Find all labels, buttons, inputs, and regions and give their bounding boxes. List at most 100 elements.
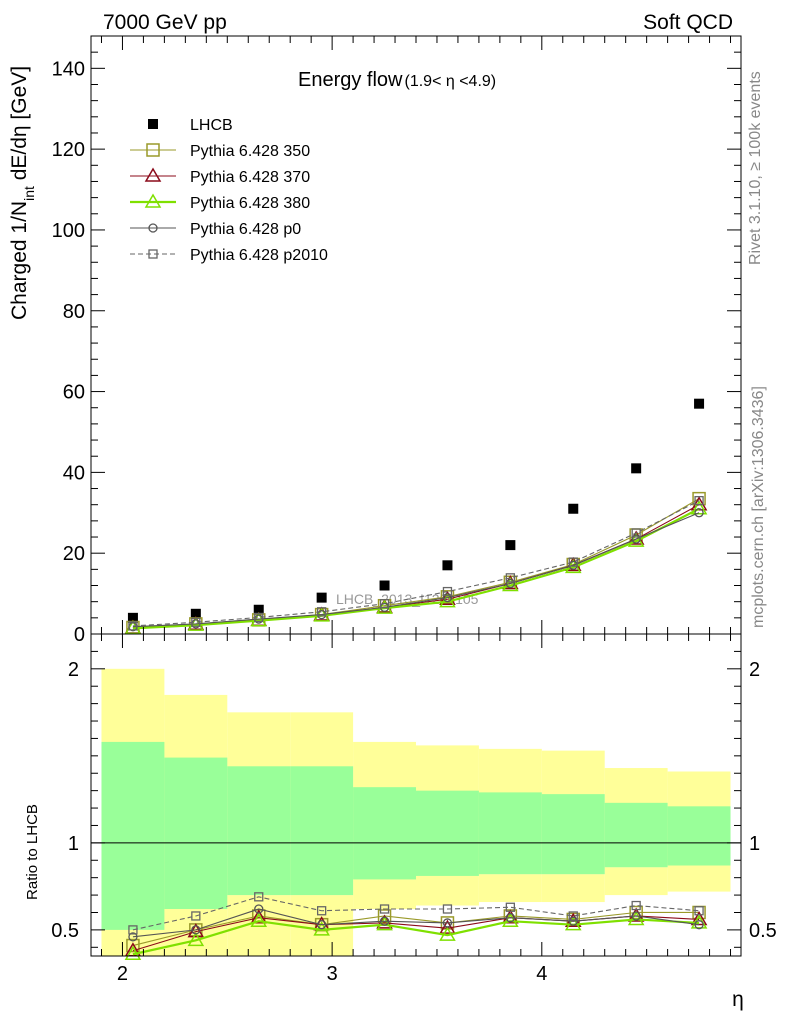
data-point-5-2 — [254, 612, 264, 623]
series-line-1 — [132, 498, 700, 629]
data-point-4-8 — [631, 534, 641, 544]
band-yellow-lower-7 — [541, 874, 605, 903]
ratio-point-1-2 — [250, 909, 268, 924]
ratio-point-4-9 — [694, 906, 704, 916]
ratio-y-tick-label: 0.5 — [51, 920, 79, 942]
x-tick-label: 4 — [536, 963, 547, 985]
ratio-point-4-3 — [316, 906, 327, 916]
data-point-3-9 — [690, 500, 708, 515]
data-point-4-9 — [694, 508, 704, 518]
ratio-point-3-1 — [191, 925, 201, 935]
legend-marker-0 — [148, 119, 158, 129]
y-tick-label: 140 — [52, 58, 85, 80]
ratio-point-4-6 — [505, 902, 516, 912]
ratio-point-1-5 — [439, 919, 456, 934]
series-line-3 — [132, 507, 700, 630]
data-point-0-8 — [631, 463, 642, 474]
legend-marker-4 — [148, 223, 158, 233]
ratio-point-3-3 — [316, 920, 327, 930]
series-line-5 — [132, 500, 700, 627]
x-tick-label: 3 — [327, 963, 338, 985]
ratio-y-tick-label: 2 — [68, 659, 79, 681]
data-point-5-7 — [568, 557, 578, 567]
ratio-point-3-7 — [568, 916, 578, 926]
ratio-point-4-5 — [442, 904, 453, 914]
ratio-y-label: Ratio to LHCB — [24, 804, 41, 900]
y-tick-label: 60 — [63, 382, 85, 404]
ratio-point-2-2 — [250, 912, 268, 927]
band-green-2 — [227, 766, 291, 896]
header-right: Soft QCD — [643, 11, 733, 34]
ratio-point-2-3 — [313, 921, 330, 936]
data-point-0-7 — [568, 503, 579, 514]
ratio-point-4-2 — [254, 892, 264, 902]
band-yellow-lower-8 — [604, 867, 668, 896]
band-green-7 — [541, 794, 605, 875]
band-green-1 — [164, 757, 228, 910]
band-green-0 — [101, 741, 165, 930]
legend-label-0: LHCB — [190, 117, 233, 134]
ratio-y-tick-label-right: 2 — [749, 659, 760, 681]
ratio-point-4-7 — [568, 911, 578, 921]
ratio-y-tick-label-right: 0.5 — [749, 920, 777, 942]
ratio-panel: 0.5 0.5 1 1 2 2 2 3 4 Ratio to LHCB η — [24, 633, 777, 1011]
y-axis-label-sub: int — [21, 186, 37, 201]
ratio-line-3 — [132, 908, 700, 938]
data-point-5-5 — [442, 586, 453, 597]
ratio-point-4-8 — [631, 900, 641, 911]
y-tick-label: 100 — [52, 220, 85, 242]
ratio-point-3-9 — [694, 920, 704, 930]
band-green-3 — [290, 766, 354, 896]
ratio-y-tick-label-right: 1 — [749, 833, 760, 855]
chart-title: Energy flow (1.9< η <4.9) — [298, 69, 496, 91]
legend-marker-2 — [144, 167, 162, 182]
band-yellow-lower-3 — [290, 895, 354, 956]
band-yellow-lower-4 — [353, 879, 416, 910]
legend-label-4: Pythia 6.428 p0 — [190, 221, 301, 238]
ratio-line-2 — [132, 918, 700, 956]
chart-title-range: (1.9< η <4.9) — [405, 73, 497, 90]
legend-marker-5 — [148, 249, 158, 259]
data-point-5-9 — [694, 496, 704, 506]
ratio-point-0-4 — [377, 909, 392, 923]
ratio-point-2-1 — [187, 931, 205, 947]
legend-label-2: Pythia 6.428 370 — [190, 169, 310, 186]
mcplots-label: mcplots.cern.ch [arXiv:1306.3436] — [750, 386, 767, 628]
rivet-label: Rivet 3.1.10, ≥ 100k events — [747, 71, 764, 265]
y-tick-label: 120 — [52, 139, 85, 161]
ratio-point-0-0 — [126, 938, 140, 953]
data-point-0-1 — [190, 608, 201, 619]
ratio-point-3-8 — [631, 911, 641, 921]
ratio-point-2-0 — [124, 945, 142, 961]
data-point-0-2 — [253, 604, 264, 615]
data-point-4-5 — [442, 592, 453, 603]
ratio-point-3-0 — [128, 932, 138, 942]
legend-label-3: Pythia 6.428 380 — [190, 195, 310, 212]
data-point-5-1 — [191, 617, 201, 627]
y-axis-label-main: Charged 1/N — [8, 201, 31, 320]
data-point-5-8 — [631, 528, 641, 538]
data-point-0-5 — [442, 560, 453, 571]
header-left: 7000 GeV pp — [103, 11, 227, 34]
x-axis-label: η — [732, 988, 744, 1011]
y-tick-label: 0 — [74, 624, 85, 646]
band-green-8 — [604, 802, 668, 868]
legend: LHCB Pythia 6.428 350 Pythia 6.428 370 Pyth… — [130, 117, 328, 264]
data-point-0-4 — [379, 580, 390, 591]
series-line-2 — [132, 504, 700, 629]
ratio-point-3-5 — [442, 918, 453, 928]
band-green-9 — [667, 806, 731, 866]
band-yellow-lower-5 — [416, 875, 479, 906]
band-green-5 — [416, 790, 479, 876]
data-point-5-0 — [128, 621, 138, 631]
ratio-y-tick-label: 1 — [68, 833, 79, 855]
legend-label-5: Pythia 6.428 p2010 — [190, 247, 328, 264]
y-tick-label: 40 — [63, 462, 85, 484]
ratio-point-4-4 — [379, 904, 390, 914]
ratio-line-4 — [132, 896, 700, 931]
y-axis-label-rest: dE/dη [GeV] — [8, 66, 31, 186]
band-green-6 — [478, 792, 542, 875]
legend-marker-3 — [144, 193, 162, 208]
